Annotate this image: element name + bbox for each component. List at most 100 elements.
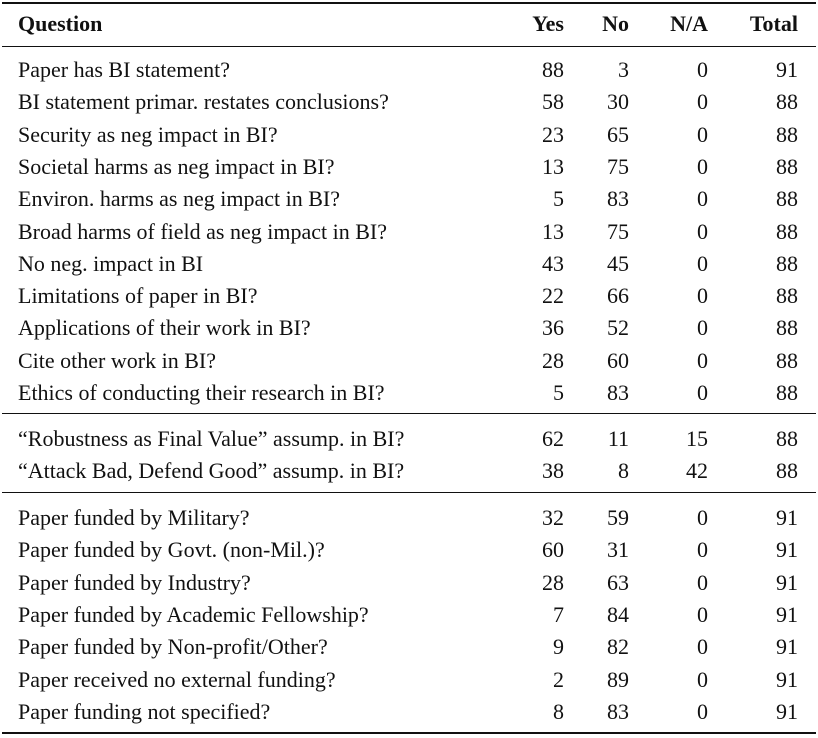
yes-cell: 2	[553, 666, 564, 692]
question-cell: Environ. harms as neg impact in BI?	[18, 186, 340, 212]
total-cell: 91	[776, 537, 798, 563]
question-cell: “Attack Bad, Defend Good” assump. in BI?	[18, 458, 405, 484]
yes-cell: 7	[553, 601, 564, 627]
na-cell: 0	[697, 153, 708, 179]
no-cell: 11	[607, 426, 629, 451]
question-cell: “Robustness as Final Value” assump. in B…	[18, 426, 405, 451]
question-cell: Paper funded by Industry?	[18, 569, 251, 595]
no-cell: 83	[607, 698, 629, 724]
question-cell: Cite other work in BI?	[18, 347, 216, 373]
na-cell: 0	[697, 505, 708, 530]
na-cell: 0	[697, 634, 708, 660]
na-cell: 0	[697, 666, 708, 692]
header-total: Total	[749, 11, 798, 36]
na-cell: 0	[697, 569, 708, 595]
no-cell: 82	[607, 634, 629, 660]
total-cell: 91	[776, 601, 798, 627]
yes-cell: 5	[553, 186, 564, 212]
no-cell: 30	[607, 89, 629, 115]
na-cell: 0	[697, 537, 708, 563]
yes-cell: 43	[542, 250, 564, 276]
question-cell: Paper funded by Academic Fellowship?	[18, 601, 369, 627]
no-cell: 83	[607, 186, 629, 212]
no-cell: 31	[607, 537, 629, 563]
total-cell: 88	[776, 283, 798, 309]
na-cell: 42	[686, 458, 708, 484]
yes-cell: 36	[542, 315, 564, 341]
total-cell: 91	[776, 698, 798, 724]
no-cell: 84	[607, 601, 629, 627]
question-cell: Paper funding not specified?	[18, 698, 271, 724]
total-cell: 91	[776, 634, 798, 660]
yes-cell: 88	[542, 57, 564, 82]
question-cell: Ethics of conducting their research in B…	[18, 380, 385, 405]
total-cell: 88	[776, 218, 798, 244]
total-cell: 88	[776, 121, 798, 147]
total-cell: 91	[776, 569, 798, 595]
na-cell: 0	[697, 250, 708, 276]
na-cell: 0	[697, 283, 708, 309]
question-cell: Paper received no external funding?	[18, 666, 336, 692]
yes-cell: 13	[542, 153, 564, 179]
header-no: No	[602, 11, 629, 36]
no-cell: 3	[618, 57, 629, 82]
no-cell: 60	[607, 347, 629, 373]
no-cell: 75	[607, 218, 629, 244]
yes-cell: 28	[542, 569, 564, 595]
no-cell: 63	[607, 569, 629, 595]
total-cell: 88	[776, 89, 798, 115]
question-cell: Applications of their work in BI?	[18, 315, 311, 341]
no-cell: 83	[607, 380, 629, 405]
bottom-rule	[2, 732, 816, 734]
question-cell: Paper funded by Non-profit/Other?	[18, 634, 328, 660]
header-na: N/A	[670, 11, 708, 36]
total-cell: 88	[776, 426, 798, 451]
no-cell: 89	[607, 666, 629, 692]
no-cell: 75	[607, 153, 629, 179]
yes-cell: 13	[542, 218, 564, 244]
na-cell: 0	[697, 601, 708, 627]
total-cell: 88	[776, 315, 798, 341]
question-cell: Societal harms as neg impact in BI?	[18, 153, 335, 179]
yes-cell: 22	[542, 283, 564, 309]
no-cell: 59	[607, 505, 629, 530]
no-cell: 52	[607, 315, 629, 341]
group-rule	[2, 492, 816, 493]
top-rule	[2, 2, 816, 4]
total-cell: 88	[776, 250, 798, 276]
yes-cell: 32	[542, 505, 564, 530]
na-cell: 0	[697, 315, 708, 341]
no-cell: 65	[607, 121, 629, 147]
na-cell: 0	[697, 121, 708, 147]
yes-cell: 58	[542, 89, 564, 115]
question-cell: Paper funded by Govt. (non-Mil.)?	[18, 537, 325, 563]
yes-cell: 5	[553, 380, 564, 405]
question-cell: Paper has BI statement?	[18, 57, 230, 82]
total-cell: 91	[776, 57, 798, 82]
na-cell: 0	[697, 186, 708, 212]
na-cell: 0	[697, 218, 708, 244]
question-cell: No neg. impact in BI	[18, 250, 204, 276]
na-cell: 0	[697, 347, 708, 373]
yes-cell: 38	[542, 458, 564, 484]
header-question: Question	[18, 11, 103, 36]
header-yes: Yes	[532, 11, 564, 36]
total-cell: 88	[776, 186, 798, 212]
no-cell: 8	[618, 458, 629, 484]
na-cell: 0	[697, 698, 708, 724]
yes-cell: 62	[542, 426, 564, 451]
total-cell: 91	[776, 505, 798, 530]
na-cell: 0	[697, 89, 708, 115]
total-cell: 88	[776, 380, 798, 405]
no-cell: 66	[607, 283, 629, 309]
yes-cell: 60	[542, 537, 564, 563]
yes-cell: 9	[553, 634, 564, 660]
header-rule	[2, 46, 816, 47]
yes-cell: 28	[542, 347, 564, 373]
total-cell: 88	[776, 153, 798, 179]
na-cell: 15	[686, 426, 708, 451]
group-rule	[2, 413, 816, 414]
question-cell: BI statement primar. restates conclusion…	[18, 89, 389, 115]
na-cell: 0	[697, 57, 708, 82]
